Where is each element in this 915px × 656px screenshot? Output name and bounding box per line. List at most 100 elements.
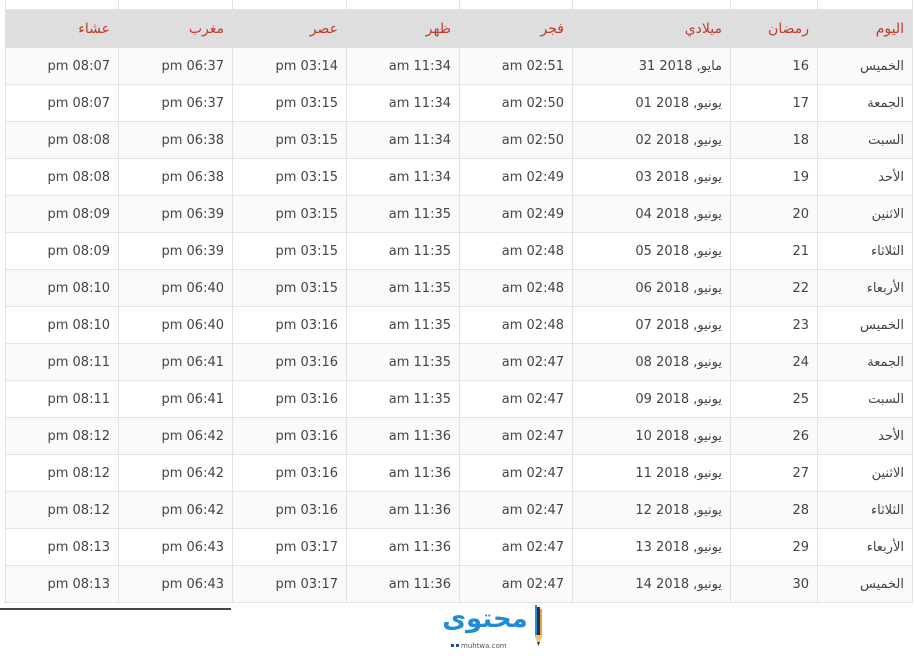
table-row: الجمعة 17 01 يونيو, 2018 am 02:50 am 11:34 pm… (5, 84, 913, 122)
cell-asr: pm 03:15 (232, 232, 347, 270)
prayer-times-table-container: اليوم رمضان ميلادي فجر ظهر عصر مغرب عشاء… (5, 0, 913, 603)
table-row: السبت 25 09 يونيو, 2018 am 02:47 am 11:35 pm … (5, 380, 913, 418)
cell-ramadan-day: 16 (730, 47, 818, 85)
cell-dhuhr: am 11:34 (346, 121, 460, 159)
header-fajr: فجر (459, 9, 573, 48)
cell-gregorian-date: 09 يونيو, 2018 (572, 380, 731, 418)
cell-ramadan-day: 25 (730, 380, 818, 418)
header-dhuhr: ظهر (346, 9, 460, 48)
cell-maghrib: pm 06:41 (118, 380, 233, 418)
cell-dhuhr: am 11:35 (346, 380, 460, 418)
cell-gregorian-date: 05 يونيو, 2018 (572, 232, 731, 270)
logo-text: محتوى (442, 604, 528, 634)
cell-fajr: am 02:50 (459, 84, 573, 122)
cell-ramadan-day: 29 (730, 528, 818, 566)
cell-isha: pm 08:10 (5, 269, 119, 307)
header-gregorian: ميلادي (572, 9, 731, 48)
cell-ramadan-day: 26 (730, 417, 818, 455)
table-row: الاثنين 20 04 يونيو, 2018 am 02:49 am 11:35 p… (5, 195, 913, 233)
cell-day: الاثنين (817, 195, 913, 233)
cell-asr: pm 03:16 (232, 491, 347, 529)
table-row: الأربعاء 29 13 يونيو, 2018 am 02:47 am 11:36… (5, 528, 913, 566)
cell-maghrib: pm 06:40 (118, 269, 233, 307)
cell-day: الخميس (817, 47, 913, 85)
table-row: الأربعاء 22 06 يونيو, 2018 am 02:48 am 11:35… (5, 269, 913, 307)
cell-day: الأحد (817, 417, 913, 455)
cell-fajr: am 02:49 (459, 158, 573, 196)
cell-ramadan-day: 30 (730, 565, 818, 603)
cell-maghrib: pm 06:39 (118, 232, 233, 270)
cell-maghrib: pm 06:42 (118, 454, 233, 492)
cell-fajr: am 02:47 (459, 417, 573, 455)
table-row: الخميس 30 14 يونيو, 2018 am 02:47 am 11:36 pm… (5, 565, 913, 603)
header-isha: عشاء (5, 9, 119, 48)
cell-dhuhr: am 11:36 (346, 417, 460, 455)
cell-isha: pm 08:12 (5, 417, 119, 455)
cell-asr: pm 03:15 (232, 158, 347, 196)
cell-asr: pm 03:16 (232, 417, 347, 455)
cell-isha: pm 08:07 (5, 84, 119, 122)
cell-ramadan-day: 19 (730, 158, 818, 196)
cell-gregorian-date: 11 يونيو, 2018 (572, 454, 731, 492)
cell-gregorian-date: 01 يونيو, 2018 (572, 84, 731, 122)
table-row: الخميس 16 31 مايو, 2018 am 02:51 am 11:34 pm … (5, 47, 913, 85)
cell-ramadan-day: 17 (730, 84, 818, 122)
header-maghrib: مغرب (118, 9, 233, 48)
cell-dhuhr: am 11:36 (346, 565, 460, 603)
cell-asr: pm 03:16 (232, 454, 347, 492)
cell-isha: pm 08:09 (5, 195, 119, 233)
cell-maghrib: pm 06:39 (118, 195, 233, 233)
cell-maghrib: pm 06:42 (118, 491, 233, 529)
partial-row (5, 0, 913, 10)
cell-asr: pm 03:17 (232, 565, 347, 603)
cell-ramadan-day: 21 (730, 232, 818, 270)
table-row: الأحد 26 10 يونيو, 2018 am 02:47 am 11:36 pm … (5, 417, 913, 455)
cell-gregorian-date: 06 يونيو, 2018 (572, 269, 731, 307)
cell-fajr: am 02:49 (459, 195, 573, 233)
cell-isha: pm 08:12 (5, 491, 119, 529)
cell-maghrib: pm 06:38 (118, 158, 233, 196)
cell-fajr: am 02:47 (459, 491, 573, 529)
cell-isha: pm 08:07 (5, 47, 119, 85)
cell-dhuhr: am 11:35 (346, 232, 460, 270)
cell-isha: pm 08:11 (5, 343, 119, 381)
cell-ramadan-day: 27 (730, 454, 818, 492)
cell-ramadan-day: 20 (730, 195, 818, 233)
cell-day: الخميس (817, 306, 913, 344)
cell-day: الأربعاء (817, 528, 913, 566)
cell-dhuhr: am 11:35 (346, 195, 460, 233)
header-ramadan: رمضان (730, 9, 818, 48)
table-row: الأحد 19 03 يونيو, 2018 am 02:49 am 11:34 pm … (5, 158, 913, 196)
cell-gregorian-date: 10 يونيو, 2018 (572, 417, 731, 455)
cell-isha: pm 08:13 (5, 528, 119, 566)
cell-gregorian-date: 31 مايو, 2018 (572, 47, 731, 85)
cell-ramadan-day: 23 (730, 306, 818, 344)
cell-fajr: am 02:51 (459, 47, 573, 85)
cell-isha: pm 08:10 (5, 306, 119, 344)
cell-asr: pm 03:17 (232, 528, 347, 566)
header-asr: عصر (232, 9, 347, 48)
cell-dhuhr: am 11:34 (346, 158, 460, 196)
cell-asr: pm 03:15 (232, 84, 347, 122)
cell-day: الاثنين (817, 454, 913, 492)
cell-maghrib: pm 06:40 (118, 306, 233, 344)
cell-maghrib: pm 06:43 (118, 565, 233, 603)
cell-day: السبت (817, 380, 913, 418)
cell-fajr: am 02:48 (459, 232, 573, 270)
logo-domain: muhtwa.com (461, 642, 507, 650)
cell-day: الثلاثاء (817, 232, 913, 270)
cell-asr: pm 03:15 (232, 195, 347, 233)
table-row: الاثنين 27 11 يونيو, 2018 am 02:47 am 11:36 p… (5, 454, 913, 492)
cell-dhuhr: am 11:36 (346, 491, 460, 529)
cell-asr: pm 03:16 (232, 343, 347, 381)
cell-maghrib: pm 06:37 (118, 47, 233, 85)
prayer-times-table: اليوم رمضان ميلادي فجر ظهر عصر مغرب عشاء… (5, 0, 913, 603)
cell-fajr: am 02:50 (459, 121, 573, 159)
cell-isha: pm 08:13 (5, 565, 119, 603)
cell-dhuhr: am 11:34 (346, 47, 460, 85)
table-row: الخميس 23 07 يونيو, 2018 am 02:48 am 11:35 pm… (5, 306, 913, 344)
cell-asr: pm 03:16 (232, 380, 347, 418)
cell-ramadan-day: 22 (730, 269, 818, 307)
table-header-row: اليوم رمضان ميلادي فجر ظهر عصر مغرب عشاء (5, 9, 913, 48)
table-row: الثلاثاء 28 12 يونيو, 2018 am 02:47 am 11:36… (5, 491, 913, 529)
